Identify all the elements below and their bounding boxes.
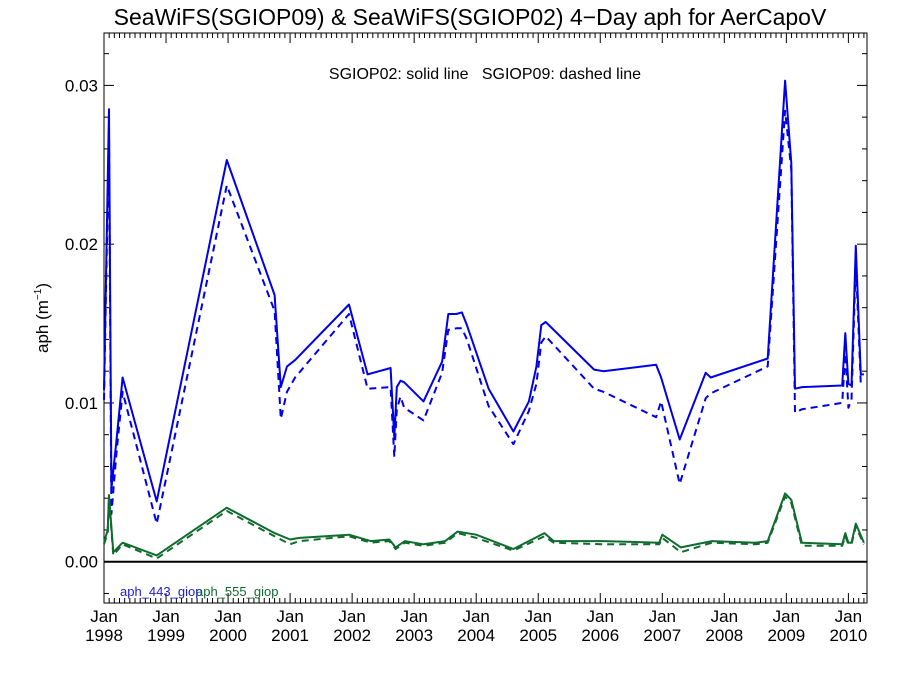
x-tick-year: 2009 bbox=[767, 626, 805, 645]
x-tick-year: 2000 bbox=[209, 626, 247, 645]
x-tick-year: 1999 bbox=[147, 626, 185, 645]
x-tick-month: Jan bbox=[400, 607, 427, 626]
x-tick-month: Jan bbox=[276, 607, 303, 626]
legend-entry-aph-443-giop: aph_443_giop bbox=[120, 584, 202, 599]
series-line-aph-555-giop-sgiop09 bbox=[103, 495, 865, 560]
y-axis-label: aph (m−1) bbox=[33, 283, 52, 353]
y-tick-label: 0.00 bbox=[65, 553, 98, 572]
series-line-aph-443-giop-sgiop09 bbox=[103, 109, 864, 525]
plot-frame bbox=[103, 32, 868, 604]
x-tick-month: Jan bbox=[587, 607, 614, 626]
line-style-annotation: SGIOP02: solid line SGIOP09: dashed line bbox=[329, 66, 641, 83]
x-axis-ticks: Jan1998Jan1999Jan2000Jan2001Jan2002Jan20… bbox=[85, 33, 867, 645]
legend-entry-aph-555-giop: aph_555_giop bbox=[196, 584, 278, 599]
y-tick-label: 0.01 bbox=[65, 394, 98, 413]
x-tick-month: Jan bbox=[214, 607, 241, 626]
x-tick-month: Jan bbox=[152, 607, 179, 626]
series-line-aph-443-giop-sgiop02 bbox=[103, 79, 864, 503]
y-axis-label-superscript: −1 bbox=[33, 288, 44, 300]
x-tick-month: Jan bbox=[462, 607, 489, 626]
x-tick-month: Jan bbox=[773, 607, 800, 626]
x-tick-month: Jan bbox=[711, 607, 738, 626]
x-tick-year: 2008 bbox=[705, 626, 743, 645]
x-tick-year: 2002 bbox=[333, 626, 371, 645]
x-tick-month: Jan bbox=[835, 607, 862, 626]
x-tick-year: 2006 bbox=[581, 626, 619, 645]
x-tick-year: 2004 bbox=[457, 626, 495, 645]
x-tick-month: Jan bbox=[525, 607, 552, 626]
x-tick-month: Jan bbox=[338, 607, 365, 626]
x-tick-year: 2007 bbox=[643, 626, 681, 645]
y-axis-label-text: aph (m bbox=[33, 300, 52, 353]
x-tick-year: 2005 bbox=[519, 626, 557, 645]
x-tick-year: 2001 bbox=[271, 626, 309, 645]
y-tick-label: 0.03 bbox=[65, 76, 98, 95]
series-line-aph-555-giop-sgiop02 bbox=[103, 492, 865, 557]
y-axis-ticks: 0.00 0.01 0.02 0.03 bbox=[65, 53, 867, 594]
x-tick-month: Jan bbox=[649, 607, 676, 626]
y-tick-label: 0.02 bbox=[65, 235, 98, 254]
series-layer bbox=[103, 79, 867, 563]
x-tick-year: 2003 bbox=[395, 626, 433, 645]
x-tick-year: 1998 bbox=[85, 626, 123, 645]
x-tick-year: 2010 bbox=[829, 626, 867, 645]
y-axis-label-close: ) bbox=[33, 283, 52, 289]
x-tick-month: Jan bbox=[90, 607, 117, 626]
chart-title: SeaWiFS(SGIOP09) & SeaWiFS(SGIOP02) 4−Da… bbox=[114, 4, 827, 30]
